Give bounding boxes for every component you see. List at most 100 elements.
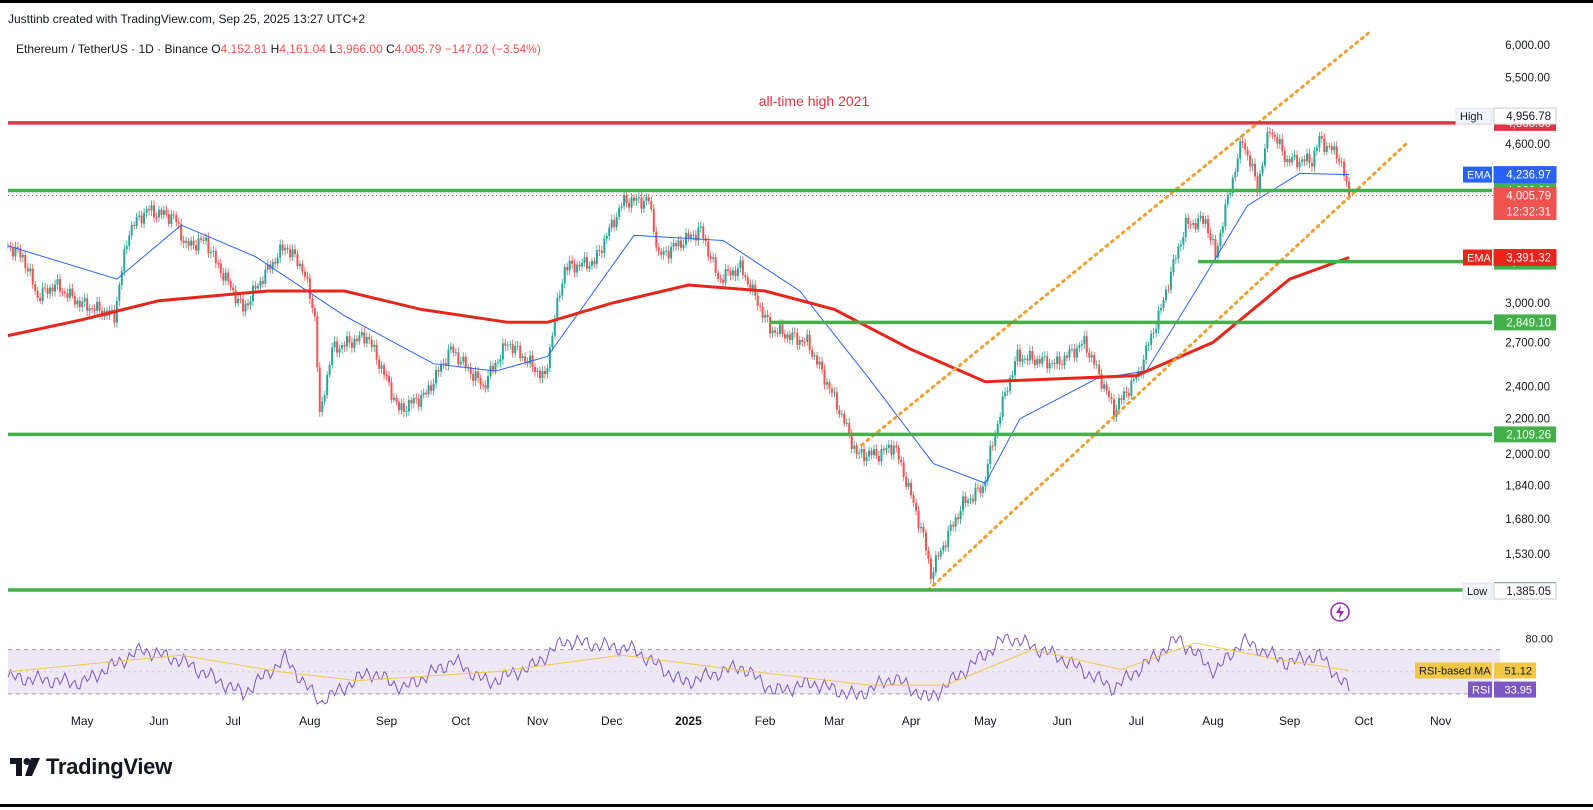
candle-body	[850, 434, 853, 449]
candle-body	[1244, 142, 1247, 150]
candle-body	[499, 359, 502, 363]
candle-body	[756, 295, 759, 306]
candle-body	[1068, 349, 1071, 358]
candle-body	[1216, 246, 1219, 258]
candle-body	[1125, 391, 1128, 394]
candle-body	[1207, 219, 1210, 234]
candle-body	[271, 261, 274, 270]
price-tag-prefix: Low	[1467, 586, 1487, 598]
candle-body	[484, 385, 487, 389]
candle-body	[1172, 259, 1175, 272]
candle-body	[813, 355, 816, 357]
candle-body	[227, 272, 230, 282]
candle-body	[610, 219, 613, 228]
candle-body	[655, 231, 658, 248]
candle-body	[232, 287, 235, 291]
candle-body	[350, 342, 353, 348]
candle-body	[197, 238, 200, 251]
candle-body	[392, 397, 395, 400]
candle-body	[21, 255, 24, 258]
candle-body	[440, 363, 443, 372]
candle-body	[31, 268, 34, 285]
candle-body	[229, 281, 232, 288]
candle-body	[261, 280, 264, 284]
tradingview-logo[interactable]: TradingView	[10, 754, 172, 779]
open-label: O	[211, 42, 220, 56]
candle-body	[835, 392, 838, 410]
candle-body	[786, 334, 789, 339]
candle-body	[665, 250, 668, 252]
candle-body	[1335, 146, 1338, 159]
candle-body	[576, 264, 579, 273]
candle-body	[81, 301, 84, 308]
candle-body	[996, 423, 999, 434]
candle-body	[774, 330, 777, 333]
candle-body	[1214, 239, 1217, 258]
candle-body	[172, 214, 175, 216]
candle-body	[420, 394, 423, 407]
candle-body	[24, 255, 27, 269]
candle-body	[306, 276, 309, 279]
candle-body	[29, 268, 32, 272]
candle-body	[1258, 173, 1261, 193]
candle-body	[529, 355, 532, 364]
candle-body	[459, 361, 462, 365]
candle-body	[548, 347, 551, 369]
candle-body	[138, 215, 141, 217]
candle-body	[944, 545, 947, 548]
candle-body	[464, 356, 467, 368]
time-tick-label: Apr	[902, 714, 921, 728]
candle-body	[1043, 356, 1046, 358]
candle-body	[41, 287, 44, 301]
chart-canvas[interactable]: Ethereum / TetherUS · 1D · Binance O4,15…	[0, 3, 1593, 810]
candle-body	[49, 287, 52, 294]
candle-body	[454, 352, 457, 354]
candle-body	[1231, 177, 1234, 193]
candle-body	[1328, 145, 1331, 147]
candle-body	[1078, 345, 1081, 348]
time-tick-label: May	[71, 714, 94, 728]
lightning-icon	[1330, 602, 1350, 622]
candle-body	[313, 308, 316, 316]
candle-body	[1254, 163, 1257, 177]
candle-body	[326, 374, 329, 396]
candle-body	[1147, 344, 1150, 346]
candle-body	[412, 398, 415, 404]
candle-body	[642, 200, 645, 209]
candle-body	[281, 244, 284, 251]
candle-body	[709, 256, 712, 259]
open-value: 4,152.81	[221, 42, 271, 56]
candle-body	[702, 226, 705, 239]
candle-body	[385, 374, 388, 377]
candle-body	[590, 261, 593, 267]
candle-body	[388, 376, 391, 383]
candle-body	[927, 550, 930, 559]
candle-body	[1303, 159, 1306, 162]
candle-body	[494, 362, 497, 371]
candle-body	[395, 397, 398, 402]
price-tag-bg	[1493, 166, 1557, 184]
candle-body	[962, 496, 965, 511]
time-tick-label: Feb	[755, 714, 776, 728]
candle-body	[1110, 397, 1113, 400]
candle-body	[165, 210, 168, 215]
candle-body	[11, 247, 14, 257]
candle-body	[1340, 161, 1343, 163]
candle-body	[531, 355, 534, 368]
candle-body	[892, 445, 895, 455]
candle-body	[608, 227, 611, 236]
candle-body	[113, 309, 116, 323]
candle-body	[967, 500, 970, 504]
candle-body	[1261, 165, 1264, 174]
candle-body	[296, 254, 299, 267]
candle-body	[365, 336, 368, 344]
candle-body	[355, 338, 358, 342]
candle-body	[524, 356, 527, 362]
candle-body	[833, 392, 836, 394]
candle-body	[301, 263, 304, 272]
candle-body	[19, 248, 22, 258]
candle-body	[214, 250, 217, 264]
candle-body	[353, 338, 356, 348]
candle-body	[276, 257, 279, 264]
